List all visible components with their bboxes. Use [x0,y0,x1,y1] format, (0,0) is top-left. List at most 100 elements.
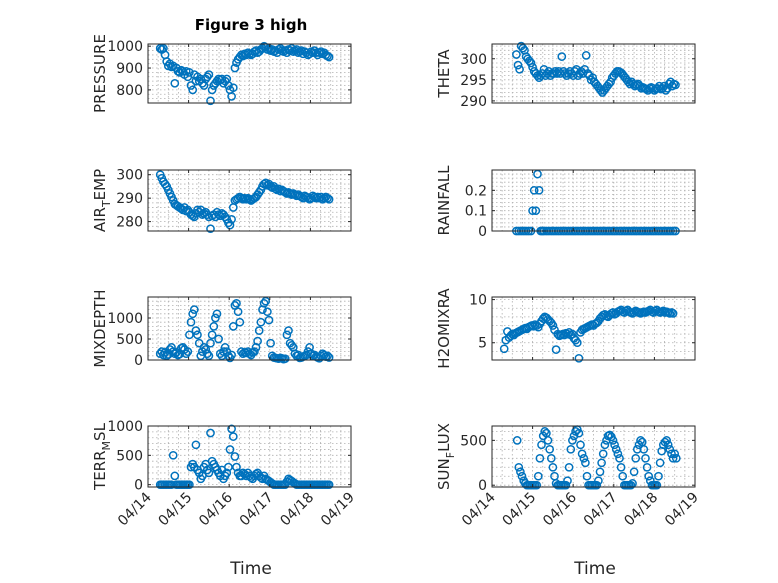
data-point [259,298,269,308]
y-axis-label: H2OMIXRA [435,288,453,369]
data-point [533,71,542,80]
x-tick-label: 04/17 [581,490,621,530]
data-point [516,467,525,477]
y-axis-label: AIRTEMP [91,169,113,232]
y-axis-label-main: RAINFALL [435,165,453,236]
data-point [323,351,332,361]
data-point [596,86,606,95]
data-point [581,458,590,468]
y-tick-label: 5 [478,336,487,352]
data-point [667,449,676,459]
data-point [207,330,217,340]
data-point [546,453,556,463]
y-tick-label: 290 [460,94,487,110]
y-tick-label: 500 [116,332,143,348]
data-point [319,193,329,203]
data-point [261,296,271,306]
data-point [644,471,654,481]
data-point [224,462,233,472]
data-point [597,458,606,468]
y-axis-label: SUNFLUX [435,423,457,490]
data-point [517,471,527,481]
y-tick-label: 1000 [107,39,143,55]
y-axis-label-main: H2OMIXRA [435,288,453,369]
data-point [204,351,214,361]
data-point [185,330,194,340]
y-tick-label: 500 [460,433,487,449]
x-tick-label: 04/19 [662,490,702,530]
data-point [214,334,223,344]
data-point [323,51,332,61]
y-tick-label: 0 [134,353,143,369]
data-point [626,480,636,490]
data-point [615,453,624,463]
figure-title: Figure 3 high [195,16,308,34]
y-axis-label: MIXDEPTH [91,289,109,367]
data-point [512,436,522,445]
y-tick-label: 1000 [107,311,143,327]
data-point [206,428,215,438]
data-point [170,471,180,481]
subplot-terr_msl: 0 500 1000 04/14 04/15 04/16 04/17 04/18 04/19 TE… [91,419,358,529]
data-point [280,354,290,364]
data-point [594,476,603,486]
data-point [561,480,571,490]
y-tick-label: 500 [116,448,143,464]
data-point [193,205,202,215]
axes-frame [491,425,696,488]
data-point [535,453,545,463]
y-tick-label: 290 [116,191,143,207]
data-point [168,450,178,460]
data-point [284,326,293,335]
axes-frame [491,43,696,104]
y-tick-label: 0 [478,478,487,494]
x-tick-label: 04/19 [318,490,358,530]
x-tick-label: 04/15 [156,490,196,530]
plot-area [492,170,695,231]
data-point [564,462,574,472]
axes-frame [491,296,696,361]
data-point [227,92,236,101]
data-point [266,338,275,348]
x-tick-label: 04/17 [237,490,277,530]
y-tick-label: 0 [478,224,487,240]
data-point [241,194,251,204]
data-point [193,330,202,340]
data-point [518,43,528,53]
y-tick-label: 300 [116,168,143,184]
data-point [287,340,297,350]
data-point [665,444,675,454]
data-point [610,440,619,450]
data-point [528,206,537,216]
data-point [529,185,539,195]
data-point [183,347,193,356]
data-point [515,64,524,74]
data-point [191,440,201,450]
x-axis-label-left: Time [229,559,272,579]
data-point [225,220,235,230]
data-point [170,78,180,88]
data-point [512,50,521,59]
data-point [230,63,240,73]
y-axis-label-main: SUN [435,458,453,490]
data-point [188,309,198,319]
data-point [219,347,228,356]
data-point [592,480,602,490]
data-point [266,182,275,191]
data-point [568,436,577,445]
data-point [253,336,262,346]
data-point [202,72,212,82]
data-point [324,353,334,362]
x-tick-label: 04/14 [459,489,499,529]
y-tick-label: 900 [116,61,143,77]
data-point [545,444,555,454]
y-axis-label-subscript: M [100,441,113,451]
axes-frame [147,169,352,232]
x-axis-label-right: Time [573,559,616,579]
data-point [668,453,678,463]
data-point [574,353,584,363]
data-point [186,81,196,90]
y-axis-label-main: THETA [435,49,453,99]
data-point [563,476,572,486]
